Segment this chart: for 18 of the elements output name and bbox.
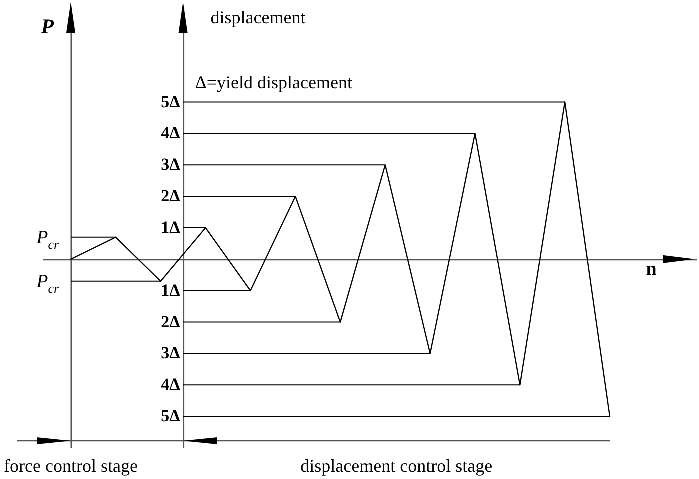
y2-axis-title: displacement (210, 8, 306, 28)
ref-line-label: 3Δ (161, 344, 181, 363)
ref-line-label: 1Δ (161, 280, 181, 300)
ref-line-label: 5Δ (161, 406, 181, 426)
y-axis-title: P (40, 14, 54, 38)
ref-line-label: 3Δ (161, 155, 181, 174)
text: displacement control stage (300, 456, 493, 476)
ref-line-label: P$_{cr}$ (36, 271, 60, 296)
ref-line-label: P$_{cr}$ (36, 227, 60, 252)
ref-line-label: 1Δ (161, 218, 181, 237)
x-axis-title: n (646, 258, 658, 280)
text: force control stage (4, 456, 138, 476)
text: Δ=yield displacement (195, 72, 352, 92)
ref-line-label: 5Δ (161, 92, 181, 112)
ref-line-label: 2Δ (161, 312, 181, 332)
ref-line-label: 2Δ (161, 186, 181, 206)
ref-line-label: 4Δ (161, 124, 181, 143)
ref-line-label: 4Δ (161, 375, 181, 394)
